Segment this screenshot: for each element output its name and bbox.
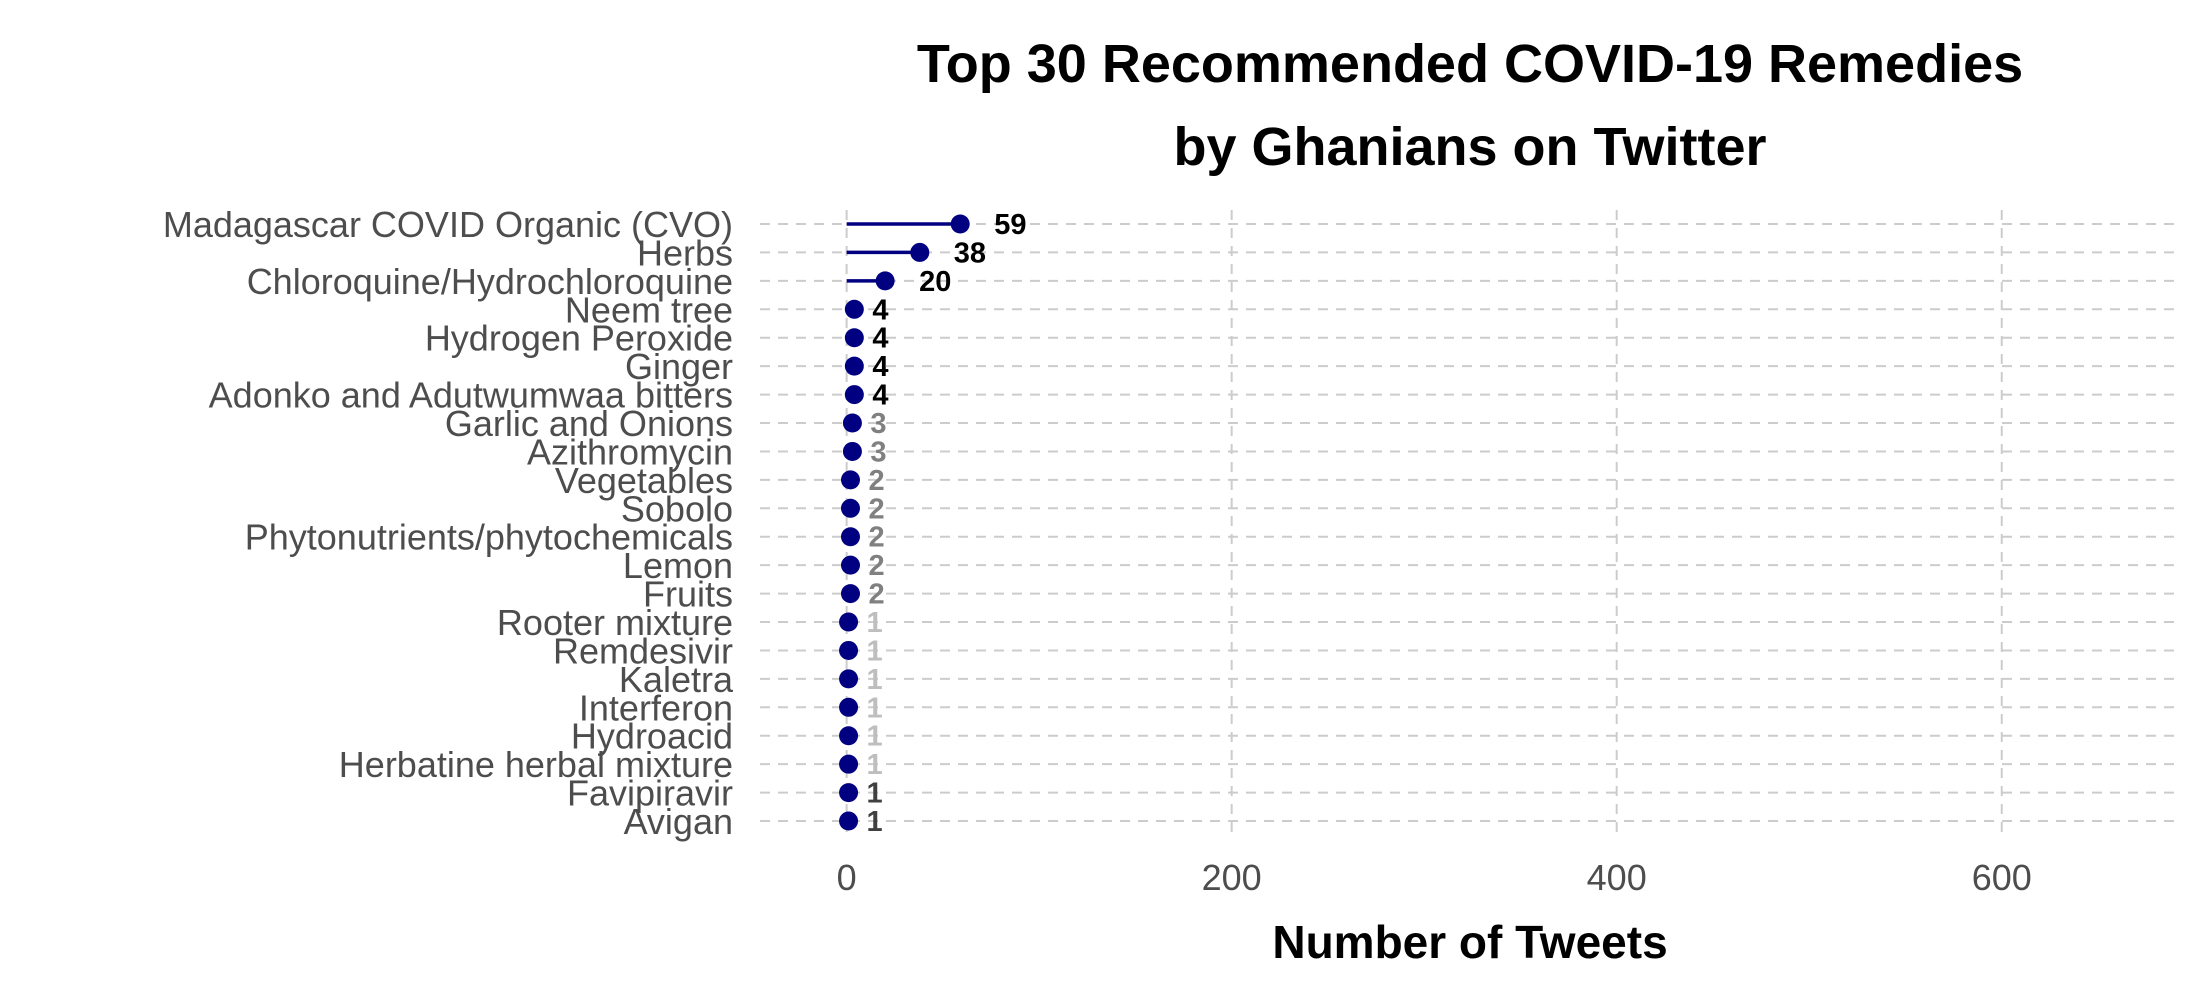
value-label: 2: [868, 550, 884, 582]
lollipop-point: [842, 413, 862, 433]
category-label: Favipiravir: [567, 773, 733, 814]
lollipop-point: [840, 584, 860, 604]
x-tick-label-600: 600: [1972, 857, 2032, 898]
lollipop-point: [844, 385, 864, 405]
value-label: 1: [867, 749, 883, 781]
x-axis-title: Number of Tweets: [1272, 916, 1667, 968]
category-label: Rooter mixture: [497, 602, 733, 643]
lollipop-point: [839, 640, 859, 660]
category-label: Remdesivir: [553, 630, 733, 671]
lollipop-point: [844, 299, 864, 319]
category-label: Chloroquine/Hydrochloroquine: [247, 261, 733, 302]
grid-lines: [760, 210, 2175, 836]
value-label: 38: [954, 237, 986, 269]
category-label: Hydroacid: [571, 716, 733, 757]
value-label: 1: [867, 607, 883, 639]
category-label: Madagascar COVID Organic (CVO): [163, 204, 733, 245]
value-label: 4: [872, 351, 888, 383]
category-label: Sobolo: [621, 488, 733, 529]
lollipop-point: [840, 498, 860, 518]
lollipop-point: [839, 612, 859, 632]
value-label: 1: [867, 635, 883, 667]
value-label: 4: [872, 294, 888, 326]
category-label: Ginger: [625, 346, 733, 387]
category-label: Fruits: [643, 574, 733, 615]
value-label: 4: [872, 380, 888, 412]
lollipop-point: [839, 754, 859, 774]
lollipop-point: [839, 669, 859, 689]
category-label: Azithromycin: [527, 431, 733, 472]
lollipop-point: [844, 328, 864, 348]
chart-title-line-1: Top 30 Recommended COVID-19 Remedies: [917, 34, 2023, 94]
category-label: Avigan: [624, 801, 733, 842]
lollipop-stems: [846, 222, 961, 823]
lollipop-point: [950, 214, 970, 234]
x-axis-tick-labels: 0 200 400 600: [837, 857, 2032, 898]
lollipop-point: [842, 441, 862, 461]
category-label: Interferon: [579, 687, 733, 728]
category-label: Neem tree: [565, 289, 733, 330]
x-tick-label-400: 400: [1587, 857, 1647, 898]
lollipop-point: [840, 527, 860, 547]
value-label: 1: [867, 778, 883, 810]
value-label: 2: [868, 465, 884, 497]
value-label: 20: [919, 266, 951, 298]
value-label: 3: [870, 436, 886, 468]
lollipop-point: [840, 555, 860, 575]
lollipop-point: [839, 811, 859, 831]
category-label: Adonko and Adutwumwaa bitters: [209, 375, 733, 416]
chart-title-line-2: by Ghanians on Twitter: [1173, 117, 1766, 177]
value-label: 1: [867, 721, 883, 753]
category-label: Hydrogen Peroxide: [425, 318, 733, 359]
value-label: 4: [872, 323, 888, 355]
x-tick-label-200: 200: [1202, 857, 1262, 898]
category-label: Herbatine herbal mixture: [339, 744, 733, 785]
lollipop-point: [840, 470, 860, 490]
category-label: Garlic and Onions: [445, 403, 733, 444]
lollipop-point: [839, 697, 859, 717]
category-label: Phytonutrients/phytochemicals: [245, 517, 733, 558]
chart-title: Top 30 Recommended COVID-19 Remedies by …: [917, 34, 2023, 177]
lollipop-points: [839, 214, 970, 831]
category-label: Vegetables: [555, 460, 733, 501]
x-tick-label-0: 0: [837, 857, 857, 898]
value-label: 2: [868, 579, 884, 611]
lollipop-point: [839, 726, 859, 746]
value-label: 2: [868, 493, 884, 525]
lollipop-point: [875, 271, 895, 291]
category-label: Kaletra: [619, 659, 734, 700]
value-label: 59: [994, 209, 1026, 241]
y-axis-category-labels: Madagascar COVID Organic (CVO)HerbsChlor…: [163, 204, 734, 842]
lollipop-point: [844, 356, 864, 376]
lollipop-point: [839, 783, 859, 803]
value-label: 2: [868, 522, 884, 554]
value-label: 1: [867, 664, 883, 696]
value-label: 1: [867, 806, 883, 838]
category-label: Lemon: [623, 545, 733, 586]
category-label: Herbs: [637, 232, 733, 273]
lollipop-point: [910, 242, 930, 262]
value-label: 3: [870, 408, 886, 440]
value-label: 1: [867, 692, 883, 724]
